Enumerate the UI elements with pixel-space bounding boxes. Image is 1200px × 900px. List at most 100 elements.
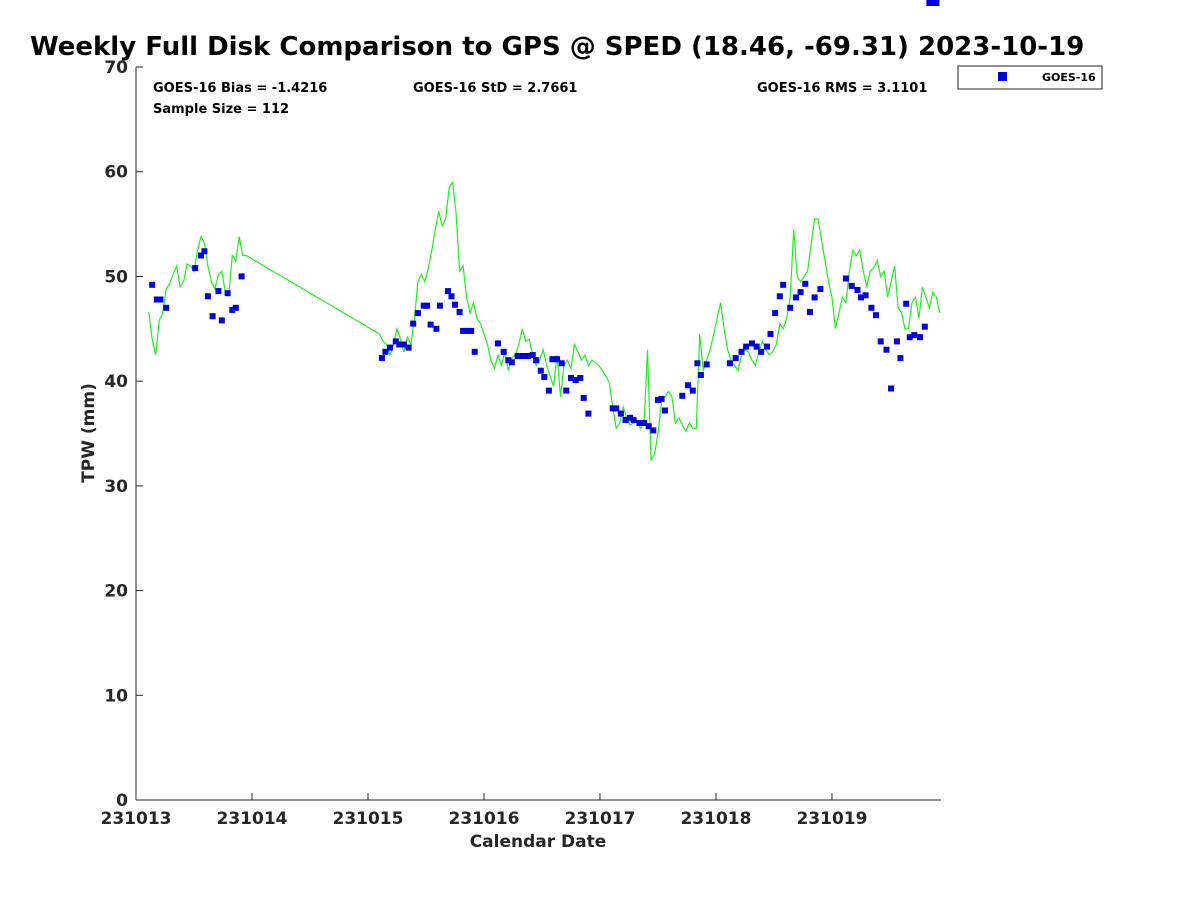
y-tick-label: 40 [104,372,128,392]
goes-16-point [192,265,199,272]
goes-16-point [877,338,884,345]
goes-16-point [460,327,467,334]
goes-16-point [933,0,940,6]
goes-16-point [157,296,164,303]
goes-16-point [797,289,804,296]
goes-16-point [471,348,478,355]
x-tick-label: 231013 [101,809,172,829]
x-axis-label: Calendar Date [470,832,607,852]
goes-16-point [630,416,637,423]
goes-16-point [541,374,548,380]
goes-16-point [858,294,864,301]
y-tick-label: 20 [104,582,128,602]
goes-16-point [685,382,692,389]
goes-16-point [911,332,918,339]
goes-16-point [448,293,455,300]
goes-16-point [382,348,389,355]
goes-16-point [378,355,385,362]
goes-16-point [738,348,745,355]
goes-16-point [689,387,696,394]
goes-16-point [883,346,890,353]
goes-16-point [580,394,587,401]
goes-16-point [149,281,156,288]
goes-16-point [617,410,624,417]
goes-16-point [862,292,869,299]
goes-16-point [568,375,574,381]
goes-16-point [641,420,648,426]
goes-16-point [743,343,750,350]
goes-16-point [661,407,668,414]
goes-16-point [572,377,579,384]
goes-16-point [537,367,544,374]
goes-16-point [392,338,399,345]
goes-16-point [585,410,592,417]
x-tick-label: 231014 [217,809,288,829]
goes-16-point [549,356,556,363]
goes-16-point [508,359,515,366]
goes-16-point [514,353,521,359]
goes-16-point [424,302,431,309]
goes-16-point [726,360,733,367]
goes-16-point [888,385,895,392]
goes-16-point [232,304,239,311]
goes-16-point [414,310,421,317]
goes-16-point [545,387,552,394]
goes-16-point [679,392,686,399]
goes-16-point [445,288,451,295]
y-tick-label: 0 [116,791,128,811]
gps-series [148,180,941,462]
goes-16-point [893,338,900,345]
goes-16-point [650,427,657,434]
goes-16-point [906,334,913,341]
goes-16-point [926,0,933,6]
goes-16-point [456,309,463,315]
goes-16-point [645,423,652,430]
goes-16-point [163,304,170,311]
goes-16-point [238,273,245,280]
goes-16-point [410,320,417,327]
goes-16-point [525,353,532,359]
goes-16-point [793,294,799,301]
goes-16-point [533,357,540,364]
x-tick-label: 231015 [332,809,403,829]
goes-16-point [897,355,904,362]
goes-16-point [229,306,236,313]
goes-16-point [929,0,936,6]
goes-16-point [198,252,204,259]
goes-16-point [218,317,225,324]
goes-16-point [500,348,507,355]
y-tick-label: 60 [104,163,128,183]
goes-16-point [868,304,875,311]
goes-16-point [758,348,765,355]
goes-16-point [396,341,403,348]
goes-16-point [703,361,710,368]
goes-16-point [433,325,440,332]
y-tick-label: 30 [104,477,128,497]
chart-title: Weekly Full Disk Comparison to GPS @ SPE… [30,32,1084,62]
y-axis-label: TPW (mm) [79,383,99,483]
goes-16-point [811,294,818,301]
goes-16-point [748,340,755,347]
goes-16-point [658,395,665,402]
plot-area: 0 10 20 30 40 50 60 70 231013 231014 231015 231016… [101,0,941,829]
goes-16-point [563,387,570,394]
goes-16-point [802,280,809,287]
y-ticks: 0 10 20 30 40 50 60 70 [104,58,143,811]
goes-16-series [149,0,940,434]
goes-16-point [464,327,471,334]
goes-16-point [817,286,824,292]
goes-16-point [609,405,616,412]
x-tick-label: 231016 [448,809,519,829]
goes-16-point [627,414,634,421]
goes-16-point [436,302,443,309]
legend-box [957,65,1103,90]
goes-16-point [494,340,501,347]
y-tick-label: 70 [104,58,128,78]
y-tick-label: 50 [104,267,128,287]
goes-16-point [767,331,774,337]
goes-16-point [806,309,813,315]
goes-16-point [468,327,475,334]
goes-16-point [215,288,222,295]
legend: GOES-16 [957,65,1103,90]
